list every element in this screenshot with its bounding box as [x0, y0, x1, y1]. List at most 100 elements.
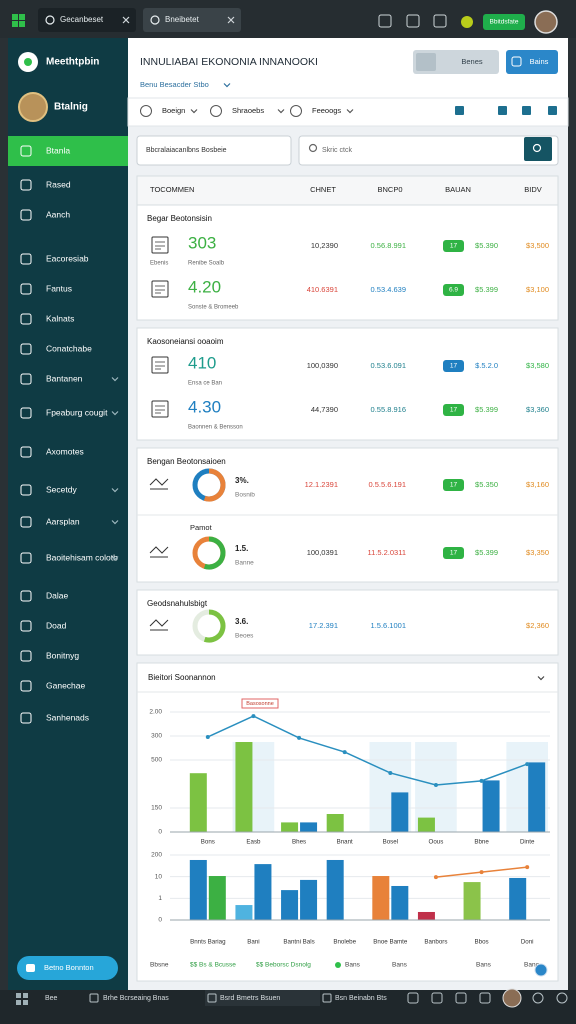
tab-icon — [150, 15, 160, 25]
cell-value: 11.5.2.0311 — [367, 548, 406, 557]
nav-item[interactable]: Secetdy — [46, 484, 77, 494]
badge — [443, 479, 464, 491]
badge — [443, 240, 464, 252]
legend-dot — [335, 962, 341, 968]
nav-item[interactable]: Bonitnyg — [46, 650, 79, 660]
taskbar-icon[interactable] — [207, 993, 217, 1003]
header-button-icon — [511, 56, 522, 67]
y-tick-label: 500 — [151, 757, 162, 764]
sidebar-button-label[interactable]: Betno Bonnton — [44, 963, 94, 972]
taskbar-label[interactable]: Brhe Bcrseaing Bnas — [103, 995, 169, 1002]
line-point — [251, 714, 256, 719]
nav-item[interactable]: Sanhenads — [46, 712, 89, 722]
x-tick-label: Bhes — [292, 839, 306, 846]
search-button-icon — [532, 143, 542, 153]
tray-icon[interactable] — [455, 992, 467, 1004]
nav-item[interactable]: Kalnats — [46, 313, 74, 323]
tray-icon[interactable] — [479, 992, 491, 1004]
bar — [417, 911, 435, 920]
sidebar-button[interactable] — [17, 956, 118, 980]
x-tick-label: Bnoe Bamte — [373, 939, 408, 946]
tab-label[interactable]: Bneibetet — [165, 15, 200, 24]
nav-icon — [20, 552, 32, 564]
nav-item[interactable]: Bantanen — [46, 373, 83, 383]
toolbar-icon[interactable] — [378, 14, 392, 28]
chevron — [111, 488, 119, 493]
badge-label: 17 — [450, 243, 458, 250]
app-icon — [12, 14, 18, 20]
nav-item[interactable]: Dalae — [46, 590, 68, 600]
taskbar-label[interactable]: Bsrd Bmetrs Bsuen — [220, 995, 280, 1002]
tab-close[interactable] — [122, 16, 130, 24]
row-label: Beoes — [235, 633, 254, 640]
nav-item[interactable]: Conatchabe — [46, 343, 92, 353]
view-icon[interactable] — [455, 106, 464, 115]
nav-item[interactable]: Axomotes — [46, 446, 84, 456]
filter-label[interactable]: Shraoebs — [232, 106, 264, 115]
badge-label[interactable]: Bbitdsfate — [490, 19, 519, 26]
view-icon[interactable] — [548, 106, 557, 115]
nav-icon — [20, 373, 32, 385]
bar — [391, 885, 409, 920]
bar — [509, 877, 527, 920]
badge-label: 6.9 — [449, 287, 458, 294]
tab[interactable] — [143, 8, 241, 32]
row-value: 3.6. — [235, 617, 248, 626]
x-tick-label: Oous — [429, 839, 444, 846]
nav-item[interactable]: Doad — [46, 620, 67, 630]
header-button-icon — [416, 53, 436, 71]
search-placeholder[interactable]: Skric ctck — [322, 147, 352, 154]
view-icon[interactable] — [522, 106, 531, 115]
badge — [443, 360, 464, 372]
toolbar-icon[interactable] — [406, 14, 420, 28]
tab-label[interactable]: Gecanbeset — [60, 15, 104, 24]
tray-icon — [532, 992, 544, 1004]
cell-value: $5.350 — [475, 480, 498, 489]
nav-item[interactable]: Aarsplan — [46, 516, 80, 526]
nav-item[interactable]: Eacoresiab — [46, 253, 89, 263]
nav-item[interactable]: Btanla — [46, 145, 70, 155]
nav-item[interactable]: Fantus — [46, 283, 72, 293]
cell-value: 100,0391 — [307, 548, 338, 557]
view-icon[interactable] — [498, 106, 507, 115]
page-title: INNULIABAI EKONONIA INNANOOKI — [140, 56, 318, 68]
chevron — [111, 377, 119, 382]
nav-item[interactable]: Baoitehisam colotb — [46, 552, 118, 562]
filter-input-text[interactable]: Bbcralaiacanlbns Bosbeie — [146, 147, 227, 154]
taskbar-label[interactable]: Bsn Beinabn Bts — [335, 995, 387, 1002]
nav-item[interactable]: Rased — [46, 179, 71, 189]
nav-item[interactable]: Ganechae — [46, 680, 85, 690]
filter-label[interactable]: Boeign — [162, 106, 185, 115]
tray-icon[interactable] — [407, 992, 419, 1004]
annotation-box — [241, 698, 279, 709]
filter-input[interactable] — [136, 135, 292, 166]
nav-item[interactable]: Aanch — [46, 209, 70, 219]
header-button-primary[interactable] — [506, 50, 558, 74]
toolbar-icon[interactable] — [433, 14, 447, 28]
search-button[interactable] — [524, 137, 552, 161]
filter-label[interactable]: Feeoogs — [312, 106, 341, 115]
x-tick-label: Bnolebe — [333, 939, 356, 946]
taskbar-icon[interactable] — [89, 993, 99, 1003]
header-button-label[interactable]: Benes — [461, 57, 483, 66]
bar — [254, 864, 272, 920]
table-card — [136, 589, 559, 656]
tray-icon[interactable] — [431, 992, 443, 1004]
tab[interactable] — [38, 8, 136, 32]
nav-icon — [20, 209, 32, 221]
status-badge[interactable] — [483, 14, 525, 30]
tab-close[interactable] — [227, 16, 235, 24]
y-tick-label: 10 — [155, 873, 163, 880]
page-subtitle: Benu Besacder Stbo — [140, 80, 209, 89]
taskbar-label[interactable]: Bee — [45, 995, 58, 1002]
taskbar-icon[interactable] — [322, 993, 332, 1003]
app-icon — [16, 993, 21, 998]
search-input[interactable] — [298, 135, 559, 166]
y-tick-label: 2.00 — [149, 709, 162, 716]
header-button-label[interactable]: Bains — [530, 57, 549, 66]
chart-footer: Bans — [476, 962, 492, 969]
nav-item[interactable]: Fpeaburg cougit — [46, 407, 108, 417]
line-point — [433, 875, 438, 880]
row-icon-lines — [155, 285, 165, 294]
